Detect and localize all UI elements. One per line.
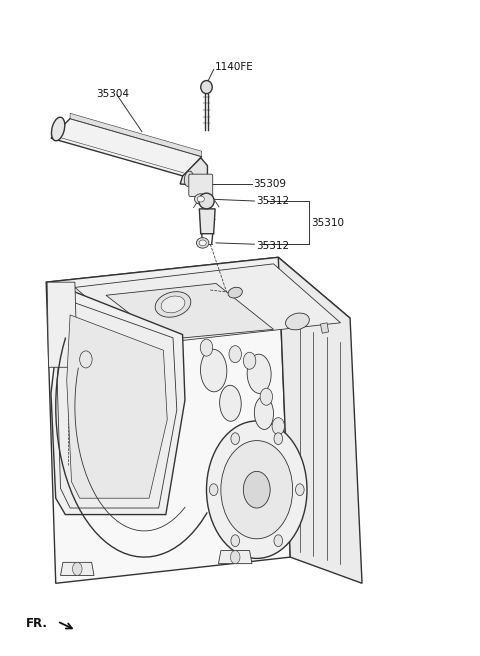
Ellipse shape (201, 349, 227, 392)
Ellipse shape (184, 171, 193, 186)
Polygon shape (75, 264, 340, 345)
Polygon shape (218, 550, 252, 564)
Polygon shape (321, 323, 328, 333)
Circle shape (206, 421, 307, 558)
Ellipse shape (201, 81, 212, 94)
Ellipse shape (196, 237, 209, 248)
Polygon shape (60, 562, 94, 575)
Circle shape (274, 433, 283, 445)
Circle shape (272, 418, 285, 435)
Text: 35312: 35312 (256, 196, 289, 206)
Circle shape (72, 562, 82, 575)
Circle shape (200, 339, 213, 356)
Circle shape (243, 472, 270, 508)
Circle shape (229, 346, 241, 363)
Polygon shape (51, 292, 185, 514)
Circle shape (80, 351, 92, 368)
Circle shape (243, 352, 256, 369)
Polygon shape (47, 282, 77, 367)
Text: 35312: 35312 (256, 241, 289, 251)
Ellipse shape (197, 196, 204, 202)
Circle shape (296, 483, 304, 495)
Circle shape (230, 550, 240, 564)
Polygon shape (46, 257, 350, 342)
Polygon shape (278, 257, 362, 583)
Circle shape (274, 535, 283, 546)
Polygon shape (70, 113, 202, 157)
Text: 35304: 35304 (96, 89, 130, 98)
Circle shape (231, 535, 240, 546)
Ellipse shape (161, 296, 185, 313)
Circle shape (209, 483, 218, 495)
Ellipse shape (155, 292, 191, 318)
Text: 1140FE: 1140FE (215, 62, 254, 72)
Polygon shape (46, 257, 290, 583)
Ellipse shape (247, 354, 271, 394)
Ellipse shape (286, 313, 309, 330)
Circle shape (221, 441, 293, 539)
Text: 35310: 35310 (311, 218, 344, 228)
Polygon shape (67, 315, 167, 498)
Polygon shape (180, 158, 207, 185)
Circle shape (231, 433, 240, 445)
Ellipse shape (199, 193, 214, 209)
Polygon shape (57, 298, 177, 508)
Polygon shape (51, 119, 202, 176)
Text: FR.: FR. (25, 617, 48, 630)
Polygon shape (199, 209, 215, 234)
Ellipse shape (228, 287, 242, 298)
Ellipse shape (220, 385, 241, 421)
Ellipse shape (199, 240, 206, 246)
Ellipse shape (51, 117, 65, 141)
Text: 35309: 35309 (253, 179, 287, 189)
FancyBboxPatch shape (189, 174, 213, 196)
Polygon shape (106, 283, 274, 340)
Circle shape (260, 388, 273, 405)
Ellipse shape (194, 194, 207, 204)
Ellipse shape (254, 397, 274, 430)
